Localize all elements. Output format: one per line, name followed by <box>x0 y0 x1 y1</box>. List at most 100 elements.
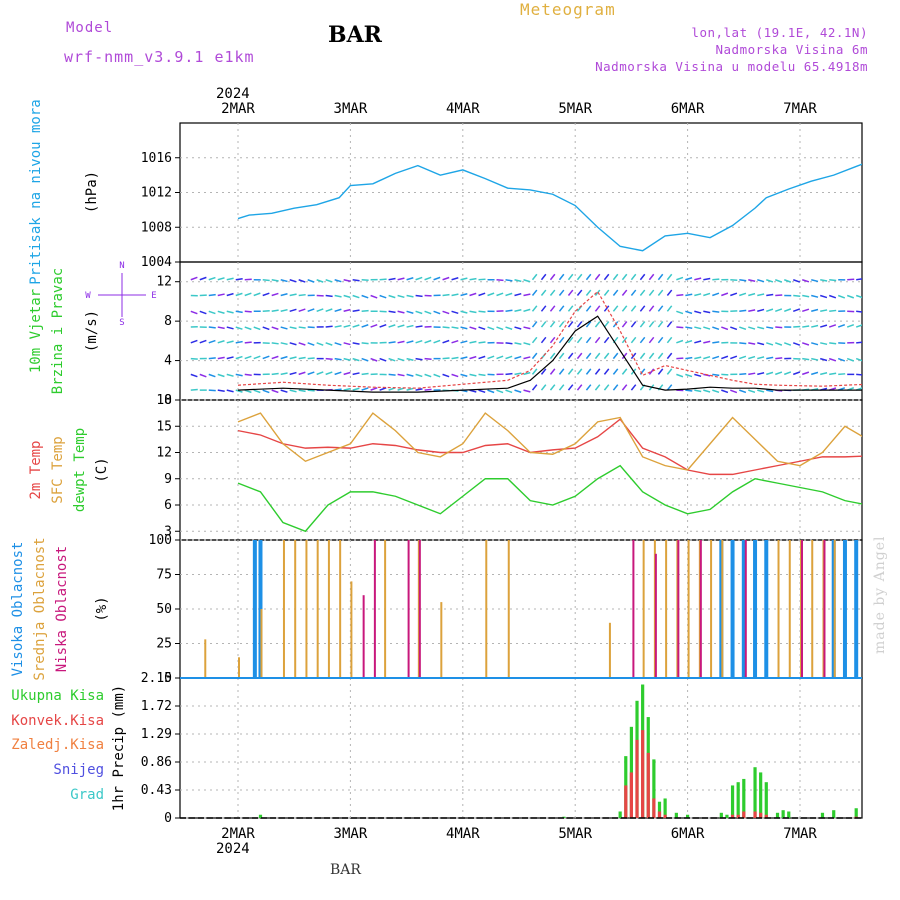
wind-arrow <box>721 292 729 297</box>
wind-arrow <box>748 309 756 313</box>
precip-bar-convective <box>753 811 757 818</box>
wind-arrow <box>657 305 664 312</box>
precip-bar-convective <box>635 739 639 818</box>
wind-arrow <box>712 278 720 281</box>
clouds-ytick-label: 75 <box>156 568 172 583</box>
temperature-frame <box>179 399 863 541</box>
wind-arrow <box>748 389 756 393</box>
wind-arrow <box>280 372 288 376</box>
cloud-bar-1 <box>608 622 611 678</box>
wind-arrow <box>253 292 261 297</box>
wind-arrow <box>855 324 862 328</box>
cloud-bar-2 <box>362 595 365 678</box>
wind-arrow <box>549 305 556 312</box>
wind-arrow <box>298 279 306 283</box>
wind-arrow <box>567 352 574 360</box>
cloud-bar-2 <box>418 540 421 678</box>
wind-arrow <box>775 371 783 376</box>
wind-arrow <box>612 305 619 312</box>
wind-arrow <box>766 279 774 283</box>
cloud-ylabel-mid: Srednja Oblacnost <box>32 537 48 680</box>
precip-bar-convective <box>730 814 735 818</box>
wind-ylabel-1: 10m Vjetar <box>28 289 44 373</box>
wind-arrow <box>433 339 441 344</box>
top-day-label: 2MAR <box>221 101 255 117</box>
wind-arrow <box>721 355 729 360</box>
wind-arrow <box>630 336 637 344</box>
model-elevation: Nadmorska Visina u modelu 65.4918m <box>595 59 868 74</box>
wind-arrow <box>370 294 378 299</box>
wind-arrow <box>748 372 756 376</box>
wind-arrow <box>514 309 522 313</box>
temperature-ytick-label: 6 <box>164 498 172 513</box>
wind-arrow <box>676 326 684 329</box>
precip-bar-total <box>877 805 880 818</box>
cloud-bar-1 <box>204 639 207 678</box>
temperature-ytick-label: 3 <box>164 524 172 539</box>
cloud-bar-1 <box>485 540 488 678</box>
wind-arrow <box>460 373 468 377</box>
wind-arrow <box>685 373 693 378</box>
wind-arrow <box>415 294 423 298</box>
wind-arrow <box>837 323 846 328</box>
wind-arrow <box>208 276 216 281</box>
wind-arrow <box>415 388 423 391</box>
top-day-label: 5MAR <box>558 101 592 117</box>
wind-arrow <box>585 352 592 360</box>
wind-arrow <box>828 294 837 299</box>
location-coordinates: lon,lat (19.1E, 42.1N) <box>691 25 868 40</box>
precip-bar-total <box>719 812 723 818</box>
wind-arrow <box>379 278 387 281</box>
wind-arrow <box>316 342 324 346</box>
wind-arrow <box>280 355 288 360</box>
precip-bar-total <box>736 782 740 818</box>
wind-arrow <box>784 308 792 312</box>
wind-arrow <box>343 308 351 313</box>
cloud-bar-2 <box>823 540 826 678</box>
precipitation-ytick-label: 0 <box>164 811 172 826</box>
precip-bar-total <box>775 812 780 818</box>
wind-arrow <box>748 355 756 360</box>
wind-arrow <box>612 273 619 281</box>
wind-arrow <box>325 357 333 360</box>
cloud-bar-1 <box>440 602 443 678</box>
wind-arrow <box>576 368 583 375</box>
wind-arrow <box>531 305 538 312</box>
wind-arrow <box>406 294 414 298</box>
compass-west: W <box>85 291 91 301</box>
precip-bar-total <box>725 814 729 818</box>
wind-arrow <box>855 357 862 362</box>
pressure-line <box>237 163 862 252</box>
wind-arrow <box>585 321 592 328</box>
wind-arrow <box>325 279 333 283</box>
wind-arrow <box>846 294 855 299</box>
temperature-ytick-label: 12 <box>156 446 172 461</box>
wind-arrow <box>567 289 574 296</box>
wind-arrow <box>262 292 270 297</box>
cloud-bar-0 <box>741 540 746 678</box>
wind-arrow <box>558 305 565 312</box>
wind-arrow <box>271 279 279 282</box>
wind-arrow <box>235 340 243 344</box>
wind-arrow <box>838 373 846 376</box>
precipitation-ytick-label: 1.72 <box>141 699 172 714</box>
wind-arrow <box>721 373 729 376</box>
cloud-bar-2 <box>744 540 747 678</box>
wind-arrow <box>451 356 459 360</box>
wind-arrow <box>766 326 774 329</box>
wind-arrow <box>657 368 664 375</box>
wind-arrow <box>846 357 855 362</box>
wind-arrow <box>397 277 405 281</box>
wind-arrow <box>235 389 243 393</box>
wind-arrow <box>523 326 531 330</box>
pressure-ylabel: Pritisak na nivou mora <box>28 99 44 284</box>
wind-arrow <box>757 326 765 330</box>
wind-arrow <box>802 325 810 328</box>
precip-bar-total <box>686 814 690 818</box>
wind-arrow <box>639 352 646 360</box>
wind-arrow <box>685 293 693 297</box>
wind-arrow <box>406 310 414 314</box>
cloud-bar-0 <box>764 540 769 678</box>
wind-arrow <box>621 368 628 375</box>
cloud-bar-1 <box>777 540 780 678</box>
